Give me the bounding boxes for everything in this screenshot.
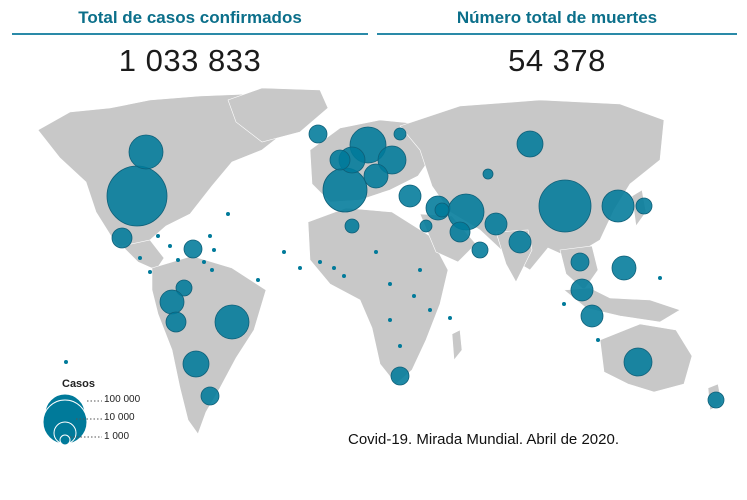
case-bubble — [508, 230, 532, 254]
case-bubble — [344, 218, 360, 234]
size-legend — [42, 393, 102, 446]
legend-label-10000: 10 000 — [104, 412, 135, 423]
case-dot — [388, 318, 392, 322]
landmass-greenland — [227, 87, 329, 143]
case-bubble — [707, 391, 725, 409]
case-bubble — [182, 350, 210, 378]
case-dot — [138, 256, 142, 260]
case-dot — [428, 308, 432, 312]
case-dot — [318, 260, 322, 264]
legend-title: Casos — [62, 378, 96, 390]
deaths-block: Número total de muertes 54 378 — [377, 8, 737, 79]
case-bubble — [111, 227, 133, 249]
case-bubble — [175, 279, 193, 297]
map-caption: Covid-19. Mirada Mundial. Abril de 2020. — [348, 431, 619, 448]
case-dot — [342, 274, 346, 278]
case-bubble — [635, 197, 653, 215]
confirmed-cases-block: Total de casos confirmados 1 033 833 — [12, 8, 368, 79]
case-bubble — [484, 212, 508, 236]
case-bubble — [183, 239, 203, 259]
case-bubble — [377, 145, 407, 175]
case-dot — [448, 316, 452, 320]
case-bubble — [165, 311, 187, 333]
landmass-madagascar — [451, 329, 463, 361]
confirmed-cases-value: 1 033 833 — [118, 43, 262, 78]
case-bubble — [398, 184, 422, 208]
case-dot — [374, 250, 378, 254]
case-dot — [226, 212, 230, 216]
legend-label-1000: 1 000 — [104, 431, 130, 442]
case-bubble — [538, 179, 592, 233]
case-dot — [332, 266, 336, 270]
case-bubble — [390, 366, 410, 386]
case-bubble — [623, 347, 653, 377]
case-bubble — [434, 202, 450, 218]
case-bubble — [516, 130, 544, 158]
landmass-north-america — [37, 93, 301, 253]
legend-circle-small — [59, 434, 71, 446]
case-dot — [562, 302, 566, 306]
case-dot — [202, 260, 206, 264]
case-bubble — [471, 241, 489, 259]
case-dot — [176, 258, 180, 262]
world-landmass — [37, 87, 723, 435]
case-bubble — [308, 124, 328, 144]
case-bubble — [363, 163, 389, 189]
legend-label-100000: 100 000 — [104, 394, 141, 405]
case-bubble — [611, 255, 637, 281]
case-bubbles — [64, 124, 725, 409]
landmass-africa — [307, 207, 449, 385]
landmass-south-america — [151, 255, 267, 435]
case-bubble — [159, 289, 185, 315]
case-dot — [596, 338, 600, 342]
case-bubble — [329, 149, 351, 171]
case-dot — [398, 344, 402, 348]
case-bubble — [128, 134, 164, 170]
case-bubble — [580, 304, 604, 328]
case-dot — [298, 266, 302, 270]
case-bubble — [322, 167, 368, 213]
deaths-value: 54 378 — [508, 43, 606, 78]
case-bubble — [419, 219, 433, 233]
case-bubble — [570, 278, 594, 302]
case-dot — [388, 282, 392, 286]
case-bubble — [482, 168, 494, 180]
deaths-label: Número total de muertes — [377, 8, 737, 35]
case-bubble — [393, 127, 407, 141]
case-dot — [168, 244, 172, 248]
case-dot — [282, 250, 286, 254]
case-dot — [210, 268, 214, 272]
case-bubble — [601, 189, 635, 223]
case-dot — [148, 270, 152, 274]
case-bubble — [449, 221, 471, 243]
case-dot — [212, 248, 216, 252]
case-bubble — [214, 304, 250, 340]
case-dot — [256, 278, 260, 282]
case-bubble — [200, 386, 220, 406]
case-bubble — [106, 165, 168, 227]
case-dot — [418, 268, 422, 272]
landmass-central-america — [121, 239, 165, 271]
confirmed-cases-label: Total de casos confirmados — [12, 8, 368, 35]
case-bubble — [570, 252, 590, 272]
case-dot — [658, 276, 662, 280]
case-dot — [208, 234, 212, 238]
case-dot — [412, 294, 416, 298]
case-dot — [156, 234, 160, 238]
case-dot — [64, 360, 68, 364]
